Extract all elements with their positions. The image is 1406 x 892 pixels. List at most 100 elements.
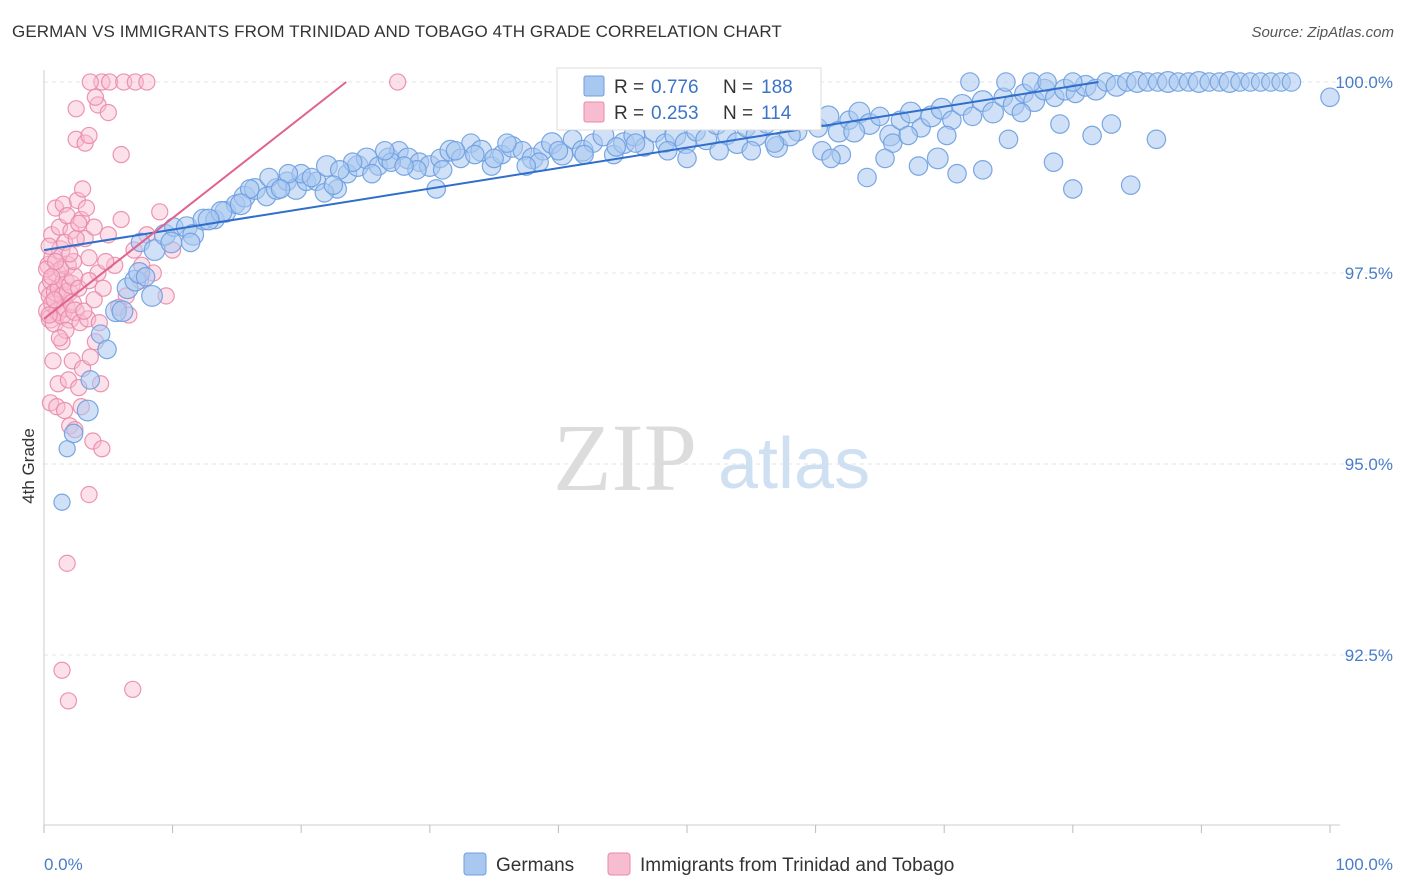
point-germans	[1120, 175, 1141, 195]
point-germans	[374, 140, 395, 161]
point-germans	[1063, 72, 1083, 92]
point-trinidad-tobago	[70, 214, 88, 232]
chart-title: GERMAN VS IMMIGRANTS FROM TRINIDAD AND T…	[12, 22, 782, 41]
legend-n-label-germans: N =	[723, 77, 753, 98]
point-trinidad-tobago	[44, 352, 62, 370]
point-trinidad-tobago	[77, 199, 96, 217]
legend-n-value-trinidad: 114	[761, 103, 792, 124]
point-trinidad-tobago	[67, 100, 85, 118]
point-germans	[394, 156, 414, 176]
axes	[43, 70, 1340, 826]
point-trinidad-tobago	[389, 73, 407, 91]
point-germans	[97, 339, 117, 360]
point-germans	[764, 133, 785, 153]
point-germans	[180, 232, 201, 253]
point-germans	[497, 133, 517, 153]
point-trinidad-tobago	[53, 661, 71, 679]
legend-r-value-germans: 0.776	[651, 77, 699, 98]
bottom-legend-label-germans[interactable]: Germans	[496, 855, 574, 876]
legend-n-value-germans: 188	[761, 77, 793, 98]
point-germans	[362, 163, 382, 184]
bottom-legend-swatch-trinidad[interactable]	[607, 852, 631, 876]
point-trinidad-tobago	[124, 680, 142, 699]
point-germans	[323, 175, 344, 195]
y-tick-label: 95.0%	[1345, 455, 1393, 474]
legend-r-label-trinidad: R =	[614, 103, 644, 124]
watermark: ZIP atlas	[553, 404, 870, 511]
point-germans	[141, 284, 163, 307]
point-trinidad-tobago	[80, 249, 98, 267]
point-trinidad-tobago	[80, 126, 98, 145]
point-germans	[432, 160, 453, 180]
legend-swatch-germans	[583, 75, 605, 97]
point-trinidad-tobago	[138, 73, 156, 91]
point-germans	[111, 300, 134, 323]
point-trinidad-tobago	[46, 252, 65, 271]
bottom-legend-swatch-germans[interactable]	[463, 852, 487, 876]
point-trinidad-tobago	[99, 103, 117, 122]
x-tick-label-min: 0.0%	[44, 855, 83, 874]
point-germans	[80, 370, 101, 390]
trend-line-trinidad-tobago	[43, 81, 347, 320]
bottom-legend-label-trinidad[interactable]: Immigrants from Trinidad and Tobago	[640, 855, 954, 876]
point-germans	[548, 140, 569, 161]
point-germans	[926, 147, 949, 170]
series-germans	[53, 71, 1340, 511]
point-germans	[882, 133, 903, 153]
point-trinidad-tobago	[75, 302, 93, 320]
point-germans	[972, 160, 993, 180]
legend-n-label-trinidad: N =	[723, 103, 753, 124]
point-germans	[1082, 125, 1102, 146]
point-trinidad-tobago	[81, 73, 99, 91]
point-trinidad-tobago	[85, 291, 103, 309]
point-germans	[908, 156, 929, 176]
source-label: Source: ZipAtlas.com	[1251, 24, 1394, 41]
point-germans	[741, 140, 762, 161]
point-germans	[197, 208, 220, 231]
point-germans	[574, 144, 594, 165]
x-ticks	[43, 825, 1331, 833]
point-germans	[1050, 114, 1070, 134]
legend-swatch-trinidad	[583, 101, 605, 123]
point-germans	[898, 125, 918, 146]
point-germans	[875, 148, 895, 169]
watermark-atlas: atlas	[718, 424, 870, 504]
point-germans	[606, 137, 627, 157]
y-tick-label: 100.0%	[1335, 73, 1393, 92]
point-trinidad-tobago	[49, 375, 67, 393]
point-germans	[1011, 102, 1032, 123]
point-trinidad-tobago	[61, 245, 79, 263]
point-germans	[677, 148, 697, 169]
gridlines	[44, 81, 1393, 656]
point-trinidad-tobago	[81, 348, 99, 366]
point-germans	[53, 493, 71, 511]
point-trinidad-tobago	[50, 329, 69, 347]
point-trinidad-tobago	[112, 210, 130, 229]
point-germans	[1281, 72, 1302, 92]
point-trinidad-tobago	[67, 130, 85, 148]
point-trinidad-tobago	[86, 88, 105, 106]
point-trinidad-tobago	[40, 309, 61, 329]
point-germans	[229, 193, 252, 216]
point-germans	[76, 399, 99, 422]
point-trinidad-tobago	[94, 279, 112, 297]
point-germans	[947, 163, 967, 184]
point-germans	[278, 163, 299, 184]
y-tick-labels: 92.5% 95.0% 97.5% 100.0%	[1335, 73, 1393, 665]
point-trinidad-tobago	[112, 145, 130, 164]
x-tick-label-max: 100.0%	[1335, 855, 1393, 874]
point-trinidad-tobago	[59, 692, 78, 710]
point-trinidad-tobago	[80, 485, 98, 504]
point-germans	[160, 231, 183, 254]
point-trinidad-tobago	[55, 401, 74, 420]
legend-box: R = 0.776 N = 188 R = 0.253 N = 114	[556, 67, 822, 131]
point-germans	[484, 148, 504, 169]
point-germans	[1043, 152, 1064, 173]
point-germans	[843, 120, 866, 143]
point-germans	[998, 129, 1019, 150]
legend-r-label-germans: R =	[614, 77, 644, 98]
point-germans	[516, 156, 537, 176]
point-germans	[63, 423, 84, 444]
watermark-zip: ZIP	[553, 404, 697, 511]
